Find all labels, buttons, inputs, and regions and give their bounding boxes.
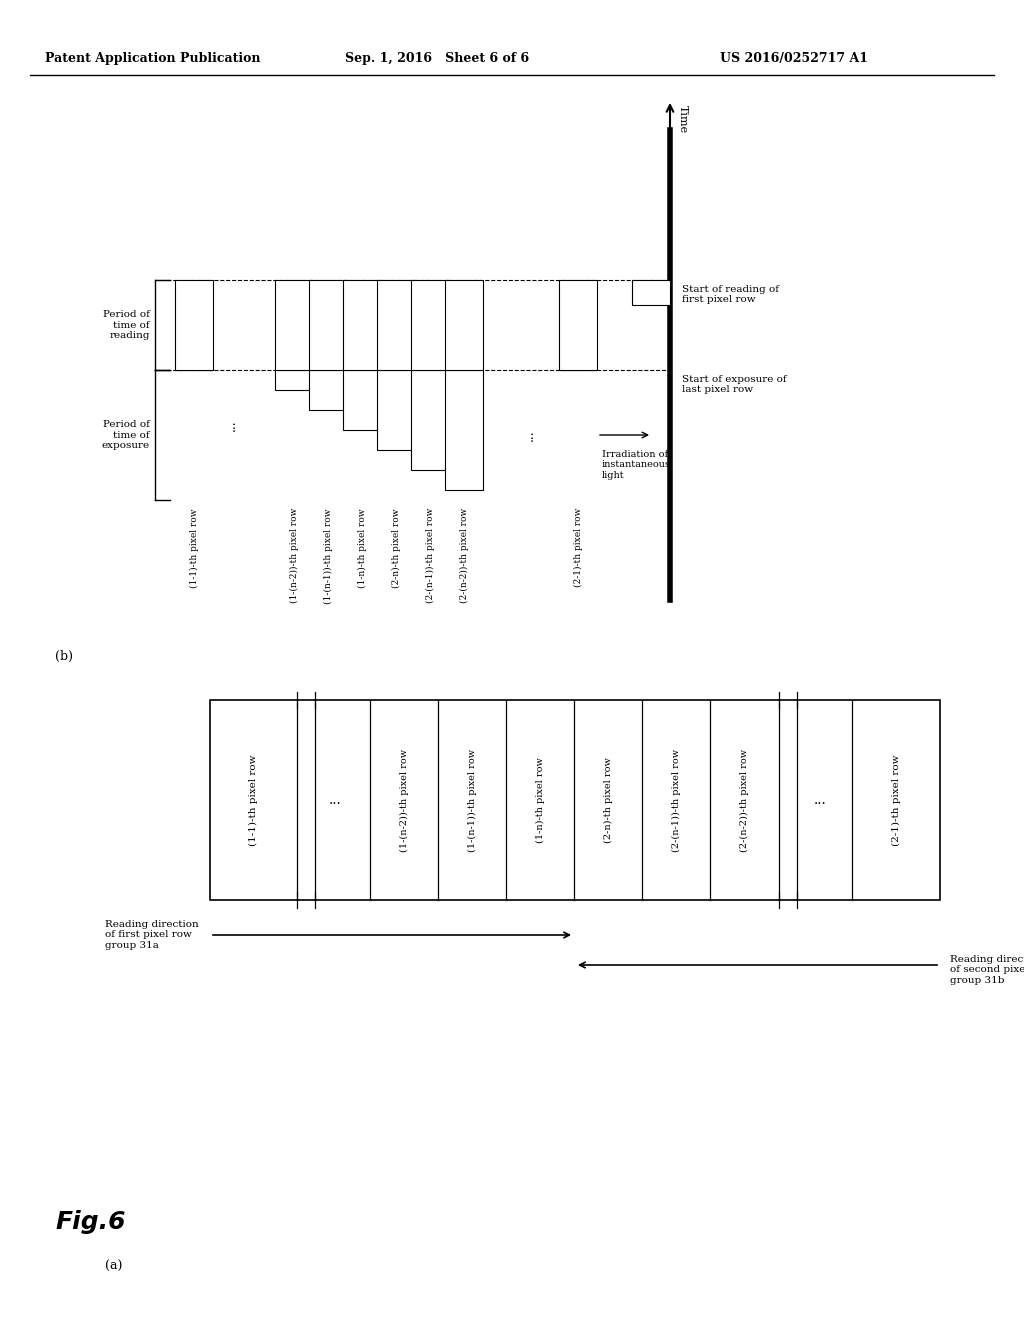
Bar (309, 370, 347, 411)
Text: Fig.6: Fig.6 (55, 1210, 126, 1234)
Text: (1-n)-th pixel row: (1-n)-th pixel row (357, 508, 367, 587)
Text: (2-1)-th pixel row: (2-1)-th pixel row (573, 508, 583, 587)
Bar (377, 280, 415, 370)
Bar (377, 370, 415, 450)
Text: Period of
time of
exposure: Period of time of exposure (101, 420, 150, 450)
Text: (2-n)-th pixel row: (2-n)-th pixel row (603, 758, 612, 843)
Text: US 2016/0252717 A1: US 2016/0252717 A1 (720, 51, 868, 65)
Bar (343, 370, 381, 430)
Text: (1-(n-1))-th pixel row: (1-(n-1))-th pixel row (324, 508, 333, 603)
Bar (275, 370, 313, 389)
Bar (275, 280, 313, 370)
Text: (2-(n-2))-th pixel row: (2-(n-2))-th pixel row (460, 508, 469, 603)
Bar (309, 280, 347, 370)
Text: Start of reading of
first pixel row: Start of reading of first pixel row (682, 285, 779, 305)
Text: (1-(n-2))-th pixel row: (1-(n-2))-th pixel row (399, 748, 409, 851)
Bar (210, 700, 940, 900)
Text: Reading direction
of second pixel row
group 31b: Reading direction of second pixel row gr… (950, 954, 1024, 985)
Text: Sep. 1, 2016   Sheet 6 of 6: Sep. 1, 2016 Sheet 6 of 6 (345, 51, 529, 65)
Bar (445, 280, 483, 370)
Text: (1-(n-1))-th pixel row: (1-(n-1))-th pixel row (467, 748, 476, 851)
Text: (1-n)-th pixel row: (1-n)-th pixel row (536, 758, 545, 843)
Bar (411, 370, 449, 470)
Bar (632, 280, 670, 305)
Bar (411, 280, 449, 370)
Bar (559, 280, 597, 370)
Bar (343, 280, 381, 370)
Text: Time: Time (678, 106, 688, 133)
Text: (2-(n-2))-th pixel row: (2-(n-2))-th pixel row (739, 748, 749, 851)
Text: (1-(n-2))-th pixel row: (1-(n-2))-th pixel row (290, 508, 299, 603)
Text: (a): (a) (105, 1261, 123, 1272)
Bar (175, 280, 213, 370)
Text: Patent Application Publication: Patent Application Publication (45, 51, 260, 65)
Text: Start of exposure of
last pixel row: Start of exposure of last pixel row (682, 375, 786, 395)
Text: (2-(n-1))-th pixel row: (2-(n-1))-th pixel row (425, 508, 434, 603)
Text: Period of
time of
reading: Period of time of reading (103, 310, 150, 339)
Text: ...: ... (814, 793, 826, 807)
Text: ...: ... (224, 420, 238, 430)
Text: (1-1)-th pixel row: (1-1)-th pixel row (189, 508, 199, 587)
Text: (b): (b) (55, 649, 73, 663)
Text: Irradiation of
instantaneous
light: Irradiation of instantaneous light (602, 450, 671, 479)
Text: ...: ... (522, 429, 536, 441)
Bar (445, 370, 483, 490)
Text: (1-1)-th pixel row: (1-1)-th pixel row (249, 754, 258, 846)
Text: (2-1)-th pixel row: (2-1)-th pixel row (892, 754, 900, 846)
Text: (2-(n-1))-th pixel row: (2-(n-1))-th pixel row (672, 748, 681, 851)
Text: ...: ... (329, 793, 341, 807)
Text: Reading direction
of first pixel row
group 31a: Reading direction of first pixel row gro… (105, 920, 199, 950)
Text: (2-n)-th pixel row: (2-n)-th pixel row (391, 508, 400, 587)
